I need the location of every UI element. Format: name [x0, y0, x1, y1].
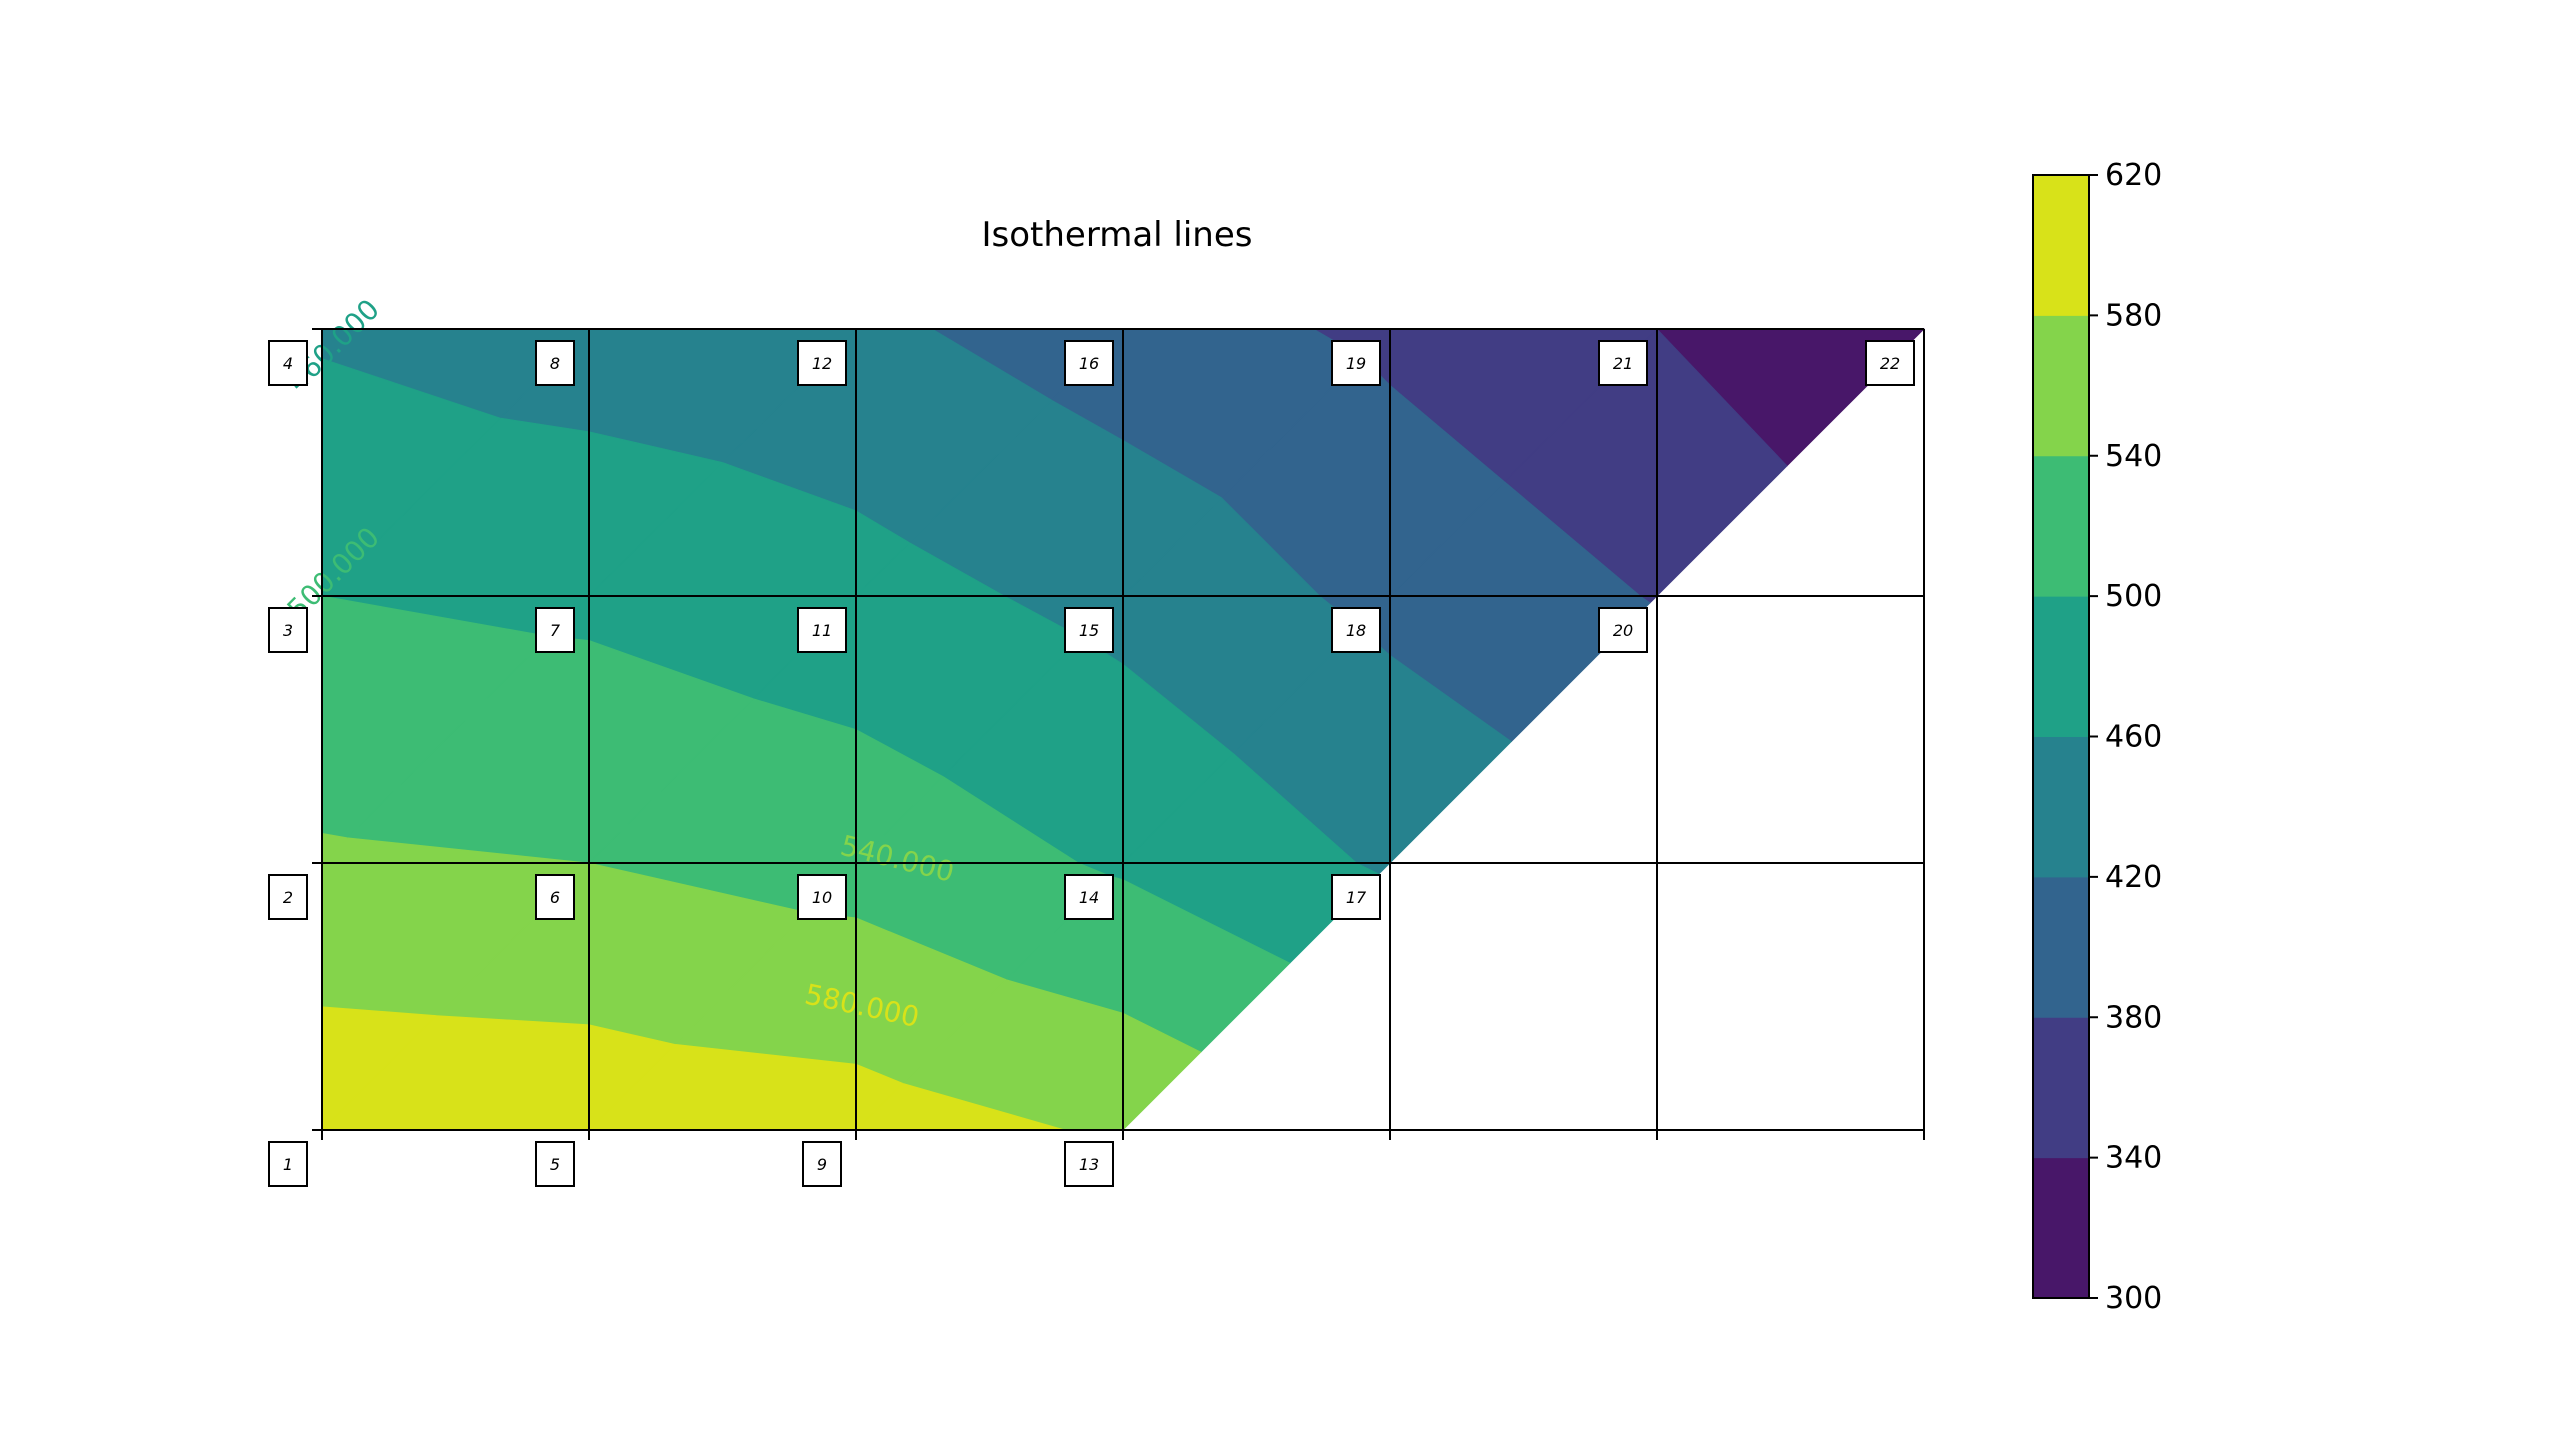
node-id: 2: [283, 888, 293, 907]
node-id: 13: [1079, 1155, 1099, 1174]
colorbar-segment: [2033, 455, 2089, 597]
node-id: 12: [812, 354, 832, 373]
colorbar-tick-label: 500: [2105, 579, 2162, 614]
node-id: 21: [1613, 354, 1633, 373]
node-label-box: [797, 340, 847, 386]
node-label-box: [268, 340, 308, 386]
colorbar-tick-label: 380: [2105, 1000, 2162, 1035]
colorbar-tick-label: 540: [2105, 439, 2162, 474]
node-label-13: 13: [1064, 1141, 1114, 1187]
node-label-16: 16: [1064, 340, 1114, 386]
node-label-box: [268, 874, 308, 920]
node-label-box: [797, 874, 847, 920]
node-label-box: [268, 607, 308, 653]
node-label-18: 18: [1331, 607, 1381, 653]
node-id: 1: [283, 1155, 293, 1174]
colorbar-segment: [2033, 876, 2089, 1018]
node-label-box: [1064, 340, 1114, 386]
node-label-box: [802, 1141, 842, 1187]
node-id: 5: [550, 1155, 560, 1174]
node-label-4: 4: [268, 340, 308, 386]
colorbar-tick-label: 300: [2105, 1281, 2162, 1316]
contour-fill: [321, 327, 1925, 1131]
node-label-5: 5: [535, 1141, 575, 1187]
node-label-box: [535, 874, 575, 920]
node-id: 9: [817, 1155, 827, 1174]
node-label-box: [1064, 874, 1114, 920]
colorbar-segment: [2033, 315, 2089, 457]
node-id: 7: [550, 621, 561, 640]
node-label-box: [1865, 340, 1915, 386]
node-label-17: 17: [1331, 874, 1381, 920]
node-label-12: 12: [797, 340, 847, 386]
node-label-box: [1331, 874, 1381, 920]
colorbar: 300 340 380 420 460 500 540 580 620: [2032, 158, 2162, 1316]
node-label-box: [1598, 340, 1648, 386]
colorbar-tick-label: 340: [2105, 1141, 2162, 1176]
mesh-grid: [312, 328, 1925, 1140]
node-label-11: 11: [797, 607, 847, 653]
node-label-6: 6: [535, 874, 575, 920]
colorbar-segment: [2033, 1017, 2089, 1159]
node-label-8: 8: [535, 340, 575, 386]
node-label-10: 10: [797, 874, 847, 920]
node-label-box: [1331, 607, 1381, 653]
colorbar-tick-label: 620: [2105, 158, 2162, 193]
node-id: 14: [1079, 888, 1099, 907]
node-label-box: [1064, 1141, 1114, 1187]
node-label-22: 22: [1865, 340, 1915, 386]
node-id: 16: [1079, 354, 1099, 373]
colorbar-segment: [2033, 1157, 2089, 1299]
colorbar-segment: [2033, 596, 2089, 737]
node-id: 15: [1079, 621, 1099, 640]
node-label-14: 14: [1064, 874, 1114, 920]
node-label-19: 19: [1331, 340, 1381, 386]
colorbar-tick-label: 580: [2105, 298, 2162, 333]
node-label-box: [535, 607, 575, 653]
node-label-20: 20: [1598, 607, 1648, 653]
chart-title: Isothermal lines: [981, 215, 1252, 255]
colorbar-tick-label: 420: [2105, 860, 2162, 895]
node-id: 3: [283, 621, 293, 640]
colorbar-segment: [2033, 175, 2089, 316]
node-id: 17: [1346, 888, 1367, 907]
node-id: 11: [812, 621, 832, 640]
node-id: 8: [550, 354, 560, 373]
colorbar-tick-label: 460: [2105, 720, 2162, 755]
node-label-box: [535, 340, 575, 386]
node-id: 20: [1613, 621, 1633, 640]
node-label-box: [1598, 607, 1648, 653]
node-label-box: [1331, 340, 1381, 386]
node-label-15: 15: [1064, 607, 1114, 653]
node-label-21: 21: [1598, 340, 1648, 386]
node-label-9: 9: [802, 1141, 842, 1187]
node-id: 4: [283, 354, 293, 373]
colorbar-segment: [2033, 736, 2089, 878]
node-label-1: 1: [268, 1141, 308, 1187]
node-id: 10: [812, 888, 832, 907]
node-id: 22: [1880, 354, 1900, 373]
node-id: 19: [1346, 354, 1366, 373]
node-label-3: 3: [268, 607, 308, 653]
node-id: 18: [1346, 621, 1366, 640]
node-id: 6: [550, 888, 560, 907]
node-label-box: [535, 1141, 575, 1187]
node-label-box: [1064, 607, 1114, 653]
node-label-7: 7: [535, 607, 575, 653]
node-label-2: 2: [268, 874, 308, 920]
node-label-box: [797, 607, 847, 653]
node-label-box: [268, 1141, 308, 1187]
